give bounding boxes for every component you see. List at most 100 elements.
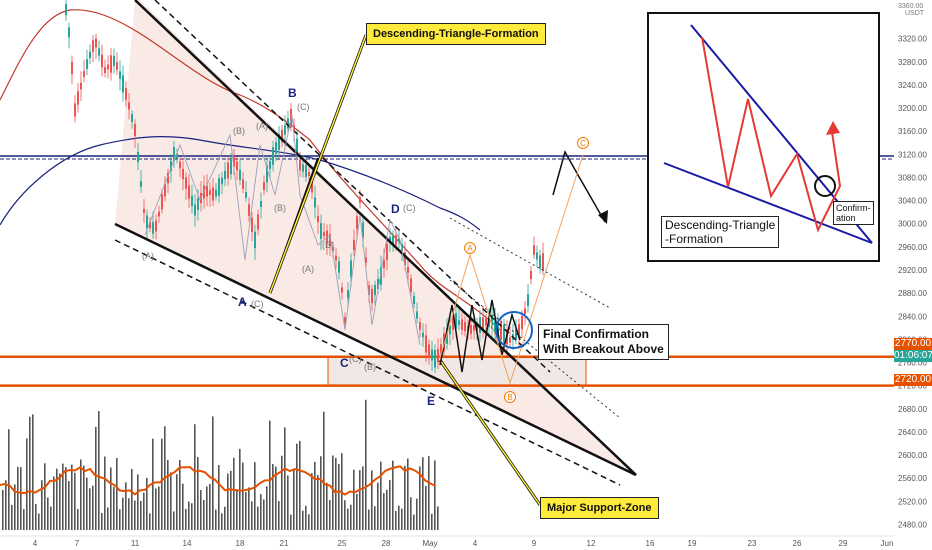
candle-body [227,162,229,179]
candle-body [434,349,436,368]
candle-body [386,243,388,261]
y-tick-label: 3080.00 [898,173,927,182]
candle-body [137,151,139,163]
candle-body [173,146,175,162]
volume-bar [347,508,349,530]
candle-body [155,220,157,232]
candle-body [536,252,538,260]
volume-bar [182,483,184,530]
candle-body [335,255,337,261]
volume-bar [350,504,352,530]
x-tick-label: 25 [338,539,347,548]
volume-bar [296,443,298,530]
y-tick-label: 3120.00 [898,150,927,159]
volume-bar [134,500,136,530]
inset-support-line [663,162,873,244]
volume-bar [266,486,268,530]
volume-bar [62,463,64,530]
candle-body [341,287,343,293]
volume-bar [236,489,238,530]
volume-bar [230,470,232,530]
candle-body [533,245,535,255]
candle-body [269,161,271,169]
inset-title-line1: Descending-Triangle [665,218,776,232]
projection-zigzag [439,299,521,373]
candle-body [353,239,355,251]
candle-body [245,192,247,198]
wave-sub-a-mid: (A) [256,121,268,131]
candle-body [281,129,283,143]
candle-body [158,211,160,217]
volume-bar [65,467,67,530]
volume-bar [173,511,175,530]
volume-bar [434,460,436,530]
volume-bar [338,464,340,530]
volume-bar [194,424,196,530]
candle-body [383,259,385,269]
candle-body [161,194,163,210]
candle-body [347,290,349,299]
volume-bar [158,486,160,530]
candle-body [242,179,244,189]
y-tick-label: 2920.00 [898,266,927,275]
candle-body [275,142,277,154]
x-tick-label: 4 [33,539,38,548]
candle-body [128,102,130,110]
volume-bar [284,427,286,530]
candle-body [194,204,196,216]
volume-bar [209,483,211,530]
inset-title-line2: -Formation [665,232,724,246]
candle-body [539,255,541,269]
lower-level-price-tag: 2720.00 [894,374,932,386]
candle-body [185,177,187,189]
candle-body [230,157,232,175]
candle-body [356,216,358,229]
x-tick-label: 14 [183,539,192,548]
candle-body [299,159,301,171]
volume-bar [5,480,7,530]
inset-up-arrow [826,121,840,135]
candle-body [134,123,136,137]
volume-bar [116,457,118,530]
descending-triangle-callout: Descending-Triangle-Formation [366,23,546,45]
candle-body [116,62,118,70]
candle-body [380,267,382,285]
volume-bar [257,506,259,530]
volume-bar [125,482,127,530]
candle-body [80,82,82,90]
volume-bar [263,499,265,530]
candle-body [527,294,529,306]
volume-bar [98,410,100,530]
projection-down-path [552,150,606,223]
volume-bar [425,485,427,530]
volume-bar [176,474,178,530]
candle-body [164,183,166,197]
candle-body [188,185,190,199]
volume-bar [107,507,109,530]
volume-bar [56,468,58,530]
candle-body [389,236,391,244]
volume-bar [155,488,157,530]
volume-bar [92,485,94,530]
orange-wave-label: A [467,244,473,253]
volume-bar [401,508,403,530]
volume-bar [53,476,55,530]
volume-bar [50,506,52,530]
volume-bar [395,510,397,530]
volume-bar [404,465,406,530]
candle-body [221,177,223,185]
candle-body [509,337,511,343]
candle-body [119,71,121,79]
candle-body [422,332,424,338]
candle-body [419,322,421,330]
breakout-circle [495,311,533,349]
candle-body [77,91,79,105]
y-axis-panel [894,0,932,550]
inset-price-path [701,36,842,233]
volume-bar [305,505,307,530]
volume-bar [251,501,253,530]
candle-body [131,114,133,122]
candle-body [320,223,322,239]
y-tick-label: 2680.00 [898,405,927,414]
